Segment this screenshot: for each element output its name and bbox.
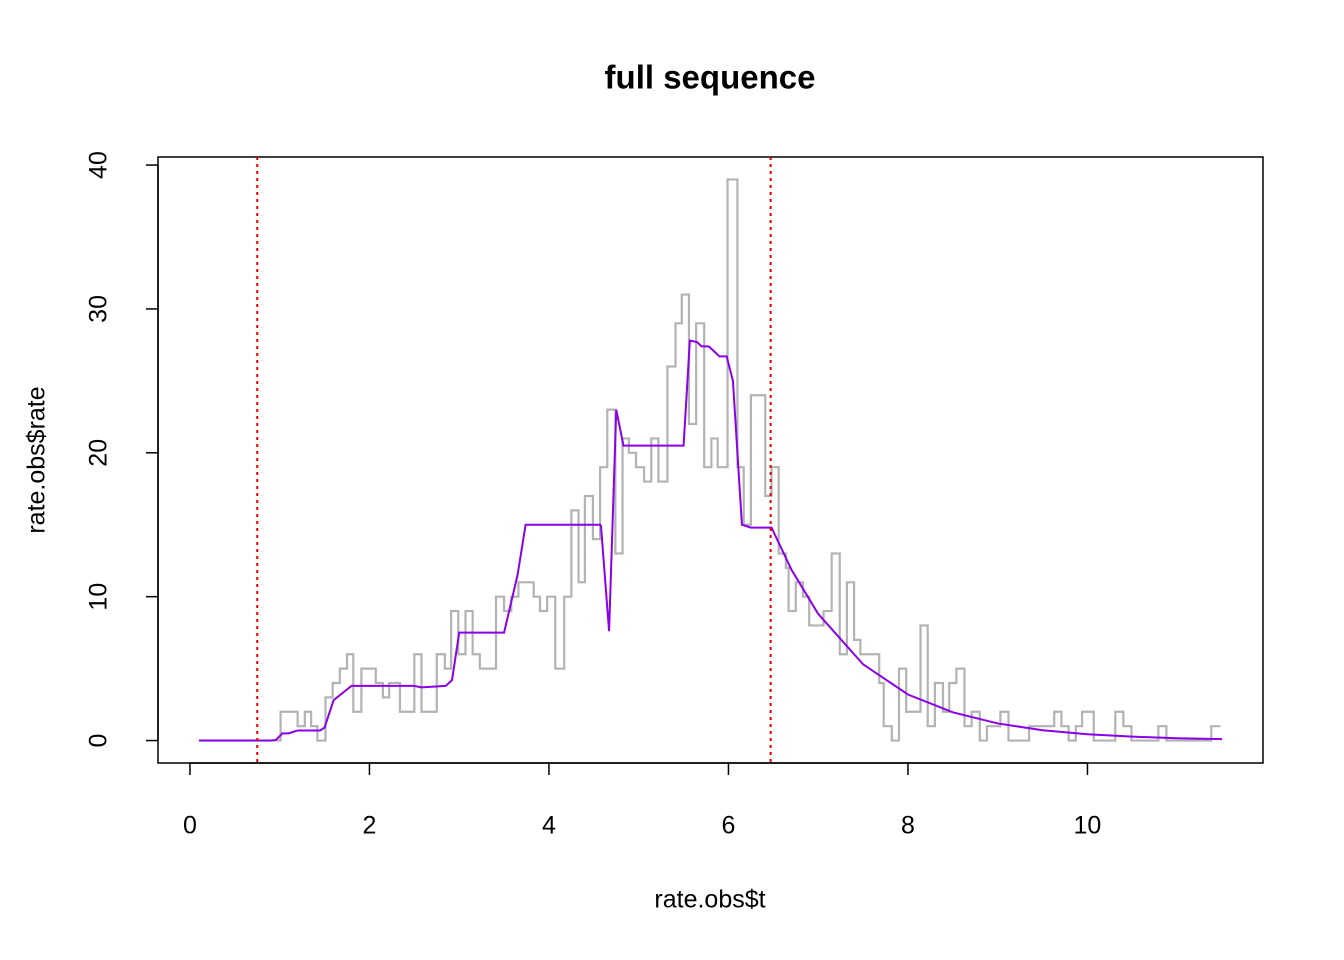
x-tick-label: 10 <box>1074 812 1102 840</box>
x-tick-label: 0 <box>183 812 197 840</box>
y-tick-label: 20 <box>85 439 113 467</box>
x-tick-label: 4 <box>542 812 556 840</box>
chart-title: full sequence <box>605 59 816 96</box>
data-line <box>198 339 1223 742</box>
x-tick-label: 2 <box>362 812 376 840</box>
y-tick-label: 40 <box>85 151 113 179</box>
y-tick-label: 0 <box>85 734 113 748</box>
x-tick-label: 8 <box>901 812 915 840</box>
x-axis-label: rate.obs$t <box>654 886 765 914</box>
y-tick-label: 10 <box>85 583 113 611</box>
x-tick-label: 6 <box>721 812 735 840</box>
y-axis-label: rate.obs$rate <box>23 386 51 533</box>
y-tick-label: 30 <box>85 295 113 323</box>
data-line <box>198 178 1221 742</box>
